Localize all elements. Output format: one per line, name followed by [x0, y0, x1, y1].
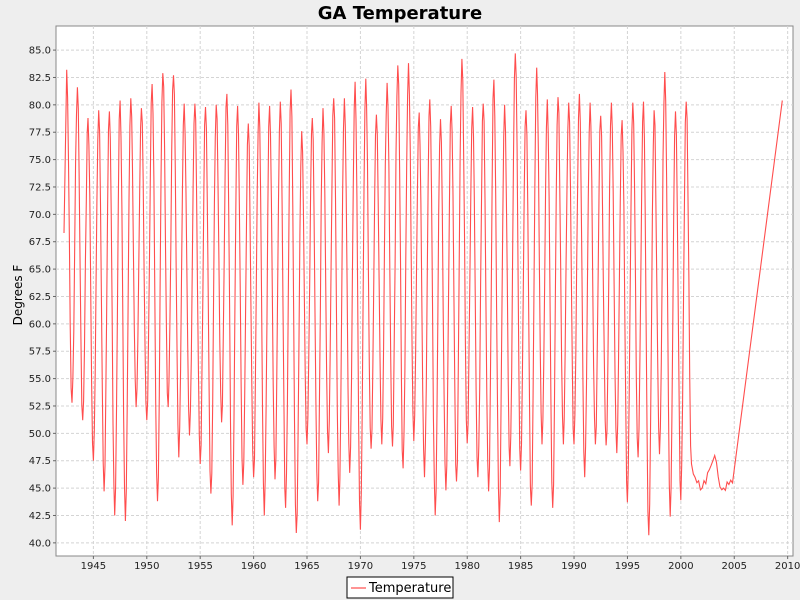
y-tick-label: 72.5 — [29, 182, 51, 193]
y-tick-label: 57.5 — [29, 347, 51, 358]
x-tick-label: 1945 — [81, 561, 106, 572]
x-tick-label: 2005 — [722, 561, 747, 572]
chart-title: GA Temperature — [318, 3, 482, 24]
series-line-temperature — [63, 53, 783, 536]
legend: Temperature — [346, 576, 454, 599]
x-tick-label: 1955 — [187, 561, 212, 572]
x-tick-label: 2000 — [668, 561, 693, 572]
y-axis-ticks: 40.0 42.5 45.0 47.5 50.0 52.5 55.0 57.5 60.0 62.5… — [29, 46, 56, 549]
y-tick-label: 50.0 — [29, 429, 51, 440]
y-tick-label: 85.0 — [29, 46, 51, 57]
y-tick-label: 55.0 — [29, 374, 51, 385]
y-tick-label: 45.0 — [29, 484, 51, 495]
y-tick-label: 52.5 — [29, 401, 51, 412]
y-tick-label: 42.5 — [29, 511, 51, 522]
y-tick-label: 47.5 — [29, 456, 51, 467]
x-tick-label: 1950 — [134, 561, 159, 572]
y-tick-label: 77.5 — [29, 128, 51, 139]
x-axis-ticks: 1945 1950 1955 1960 1965 1970 1975 1980 1985 1990… — [81, 556, 800, 572]
y-axis-label: Degrees F — [11, 265, 25, 326]
y-tick-label: 80.0 — [29, 100, 51, 111]
y-tick-label: 62.5 — [29, 292, 51, 303]
series-group — [63, 53, 783, 536]
x-tick-label: 1960 — [241, 561, 266, 572]
legend-label-temperature: Temperature — [368, 581, 451, 596]
x-tick-label: 1970 — [348, 561, 373, 572]
x-tick-label: 1975 — [401, 561, 426, 572]
x-tick-label: 1995 — [615, 561, 640, 572]
y-tick-label: 67.5 — [29, 237, 51, 248]
y-tick-label: 82.5 — [29, 73, 51, 84]
x-tick-label: 1965 — [294, 561, 319, 572]
x-tick-label: 1980 — [454, 561, 479, 572]
y-tick-label: 65.0 — [29, 265, 51, 276]
grid-lines — [56, 26, 793, 556]
y-tick-label: 60.0 — [29, 319, 51, 330]
y-tick-label: 70.0 — [29, 210, 51, 221]
legend-box — [346, 576, 454, 599]
x-tick-label: 1985 — [508, 561, 533, 572]
x-tick-label: 2010 — [775, 561, 800, 572]
x-tick-label: 1990 — [561, 561, 586, 572]
y-tick-label: 75.0 — [29, 155, 51, 166]
y-tick-label: 40.0 — [29, 538, 51, 549]
